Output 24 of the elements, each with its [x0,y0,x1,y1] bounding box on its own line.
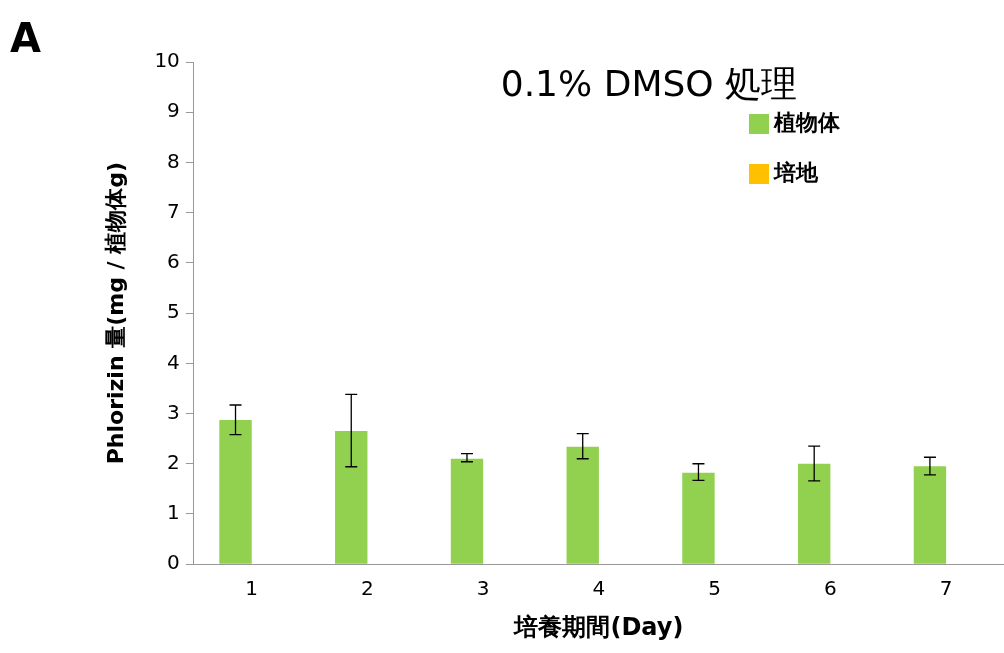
legend-label: 培地 [773,159,819,185]
x-tick-label: 3 [476,576,490,601]
y-tick-label: 5 [167,299,180,324]
y-tick-label: 9 [167,98,180,123]
y-tick-label: 8 [167,148,180,173]
y-tick-label: 3 [167,399,180,424]
y-axis-title: Phlorizin 量(mg / 植物体g) [102,161,128,465]
x-tick-label: 1 [245,576,259,601]
x-tick-label: 6 [824,576,837,601]
x-axis-title: 培養期間(Day) [512,612,684,641]
x-tick-label: 7 [939,576,953,601]
y-tick-label: 10 [154,48,180,73]
y-tick-label: 1 [167,500,180,525]
x-tick-label: 2 [361,576,374,601]
legend-label: 植物体 [773,109,841,135]
y-tick-label: 0 [167,550,180,575]
text: A [10,15,41,62]
y-tick-label: 6 [167,249,180,274]
x-tick-label: 5 [708,576,722,601]
x-tick-label: 4 [592,576,606,601]
y-tick-label: 7 [167,198,180,223]
y-tick-label: 4 [167,349,180,374]
y-tick-label: 2 [167,449,180,474]
chart-title: 0.1% DMSO 処理 [500,63,798,105]
